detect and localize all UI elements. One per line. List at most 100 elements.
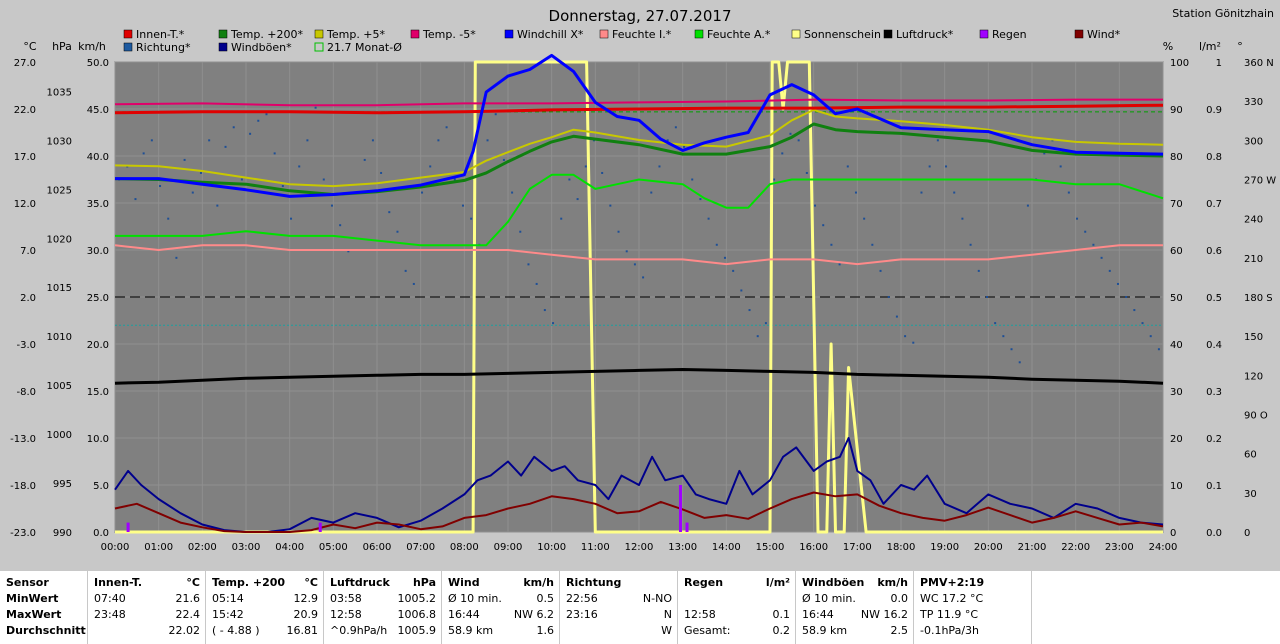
direction-point	[732, 269, 735, 272]
summary-cell: Richtung	[566, 576, 622, 589]
series-line-feuchte-a	[115, 173, 1164, 247]
summary-cell: 22:56	[566, 592, 598, 605]
y-tick-rain: 0.6	[1206, 246, 1222, 257]
summary-cell: 22.4	[175, 608, 201, 621]
summary-cell: 16:44	[448, 608, 480, 621]
legend-swatch	[314, 42, 324, 52]
direction-point	[1059, 165, 1062, 168]
y-tick-temp: 27.0	[14, 58, 36, 69]
x-tick-label: 16:00	[799, 542, 828, 553]
summary-header: PMV+2:19	[920, 575, 1026, 591]
summary-row: 07:40 21.6	[94, 591, 200, 607]
y-tick-direction: 270 W	[1244, 176, 1276, 187]
direction-point	[650, 191, 653, 194]
y-tick-rain: 0.5	[1206, 293, 1222, 304]
direction-point	[1076, 217, 1079, 220]
direction-point	[945, 165, 948, 168]
legend-label: Richtung*	[136, 41, 191, 54]
direction-point	[421, 191, 424, 194]
direction-point	[1010, 348, 1013, 351]
summary-cell: MinWert	[6, 592, 59, 605]
direction-point	[543, 309, 546, 312]
y-tick-humidity: 100	[1170, 58, 1189, 69]
summary-cell: Durchschnitt	[6, 624, 86, 637]
summary-row: W	[566, 623, 672, 639]
summary-cell: 05:14	[212, 592, 244, 605]
summary-cell: Ø 10 min.	[448, 592, 502, 605]
direction-point	[412, 282, 415, 285]
y-tick-humidity: 0	[1170, 528, 1176, 539]
series-line-wind	[114, 491, 1164, 533]
x-tick-label: 02:00	[188, 542, 217, 553]
direction-point	[388, 211, 391, 214]
summary-header: Windböen km/h	[802, 575, 908, 591]
summary-header: Innen-T. °C	[94, 575, 200, 591]
direction-point	[887, 296, 890, 298]
summary-column: Richtung 22:56 N-NO 23:16 N W	[560, 571, 678, 644]
y-tick-wind: 50.0	[87, 58, 109, 69]
direction-point	[552, 322, 555, 325]
direction-point	[633, 263, 636, 266]
legend-label: Temp. +5*	[326, 28, 386, 41]
summary-row: 58.9 km 1.6	[448, 623, 554, 639]
direction-point	[1125, 296, 1128, 298]
rain-bar	[126, 522, 130, 532]
y-tick-rain: 0.0	[1206, 528, 1222, 539]
summary-cell: W	[661, 624, 672, 637]
summary-row: ( - 4.88 ) 16.81	[212, 623, 318, 639]
y-tick-humidity: 20	[1170, 434, 1183, 445]
x-tick-label: 07:00	[406, 542, 435, 553]
axis-unit-left: °C	[23, 40, 37, 53]
summary-header: Regen l/m²	[684, 575, 790, 591]
y-tick-humidity: 70	[1170, 199, 1183, 210]
direction-point	[961, 217, 964, 220]
summary-cell: Wind	[448, 576, 480, 589]
direction-point	[715, 243, 718, 246]
direction-point	[1141, 322, 1144, 325]
direction-point	[281, 185, 284, 188]
direction-point	[642, 276, 645, 279]
direction-point	[625, 250, 628, 253]
direction-point	[822, 224, 825, 227]
summary-cell: 12:58	[684, 608, 716, 621]
x-tick-label: 19:00	[930, 542, 959, 553]
direction-point	[584, 165, 587, 168]
y-tick-pressure: 1015	[47, 283, 72, 294]
direction-point	[617, 230, 620, 233]
summary-cell: l/m²	[765, 576, 790, 589]
summary-header: Wind km/h	[448, 575, 554, 591]
y-tick-wind: 5.0	[93, 481, 109, 492]
y-tick-direction: 0	[1244, 528, 1250, 539]
direction-point	[985, 296, 988, 298]
direction-point	[519, 230, 522, 233]
direction-point	[1133, 309, 1136, 312]
legend-swatch	[123, 29, 133, 39]
direction-point	[404, 269, 407, 272]
y-tick-pressure: 990	[53, 528, 72, 539]
legend-label: Windchill X*	[517, 28, 584, 41]
summary-row: 58.9 km 2.5	[802, 623, 908, 639]
direction-point	[429, 165, 432, 168]
direction-point	[199, 171, 202, 174]
y-tick-direction: 120	[1244, 371, 1263, 382]
axis-unit-right: °	[1237, 40, 1243, 53]
legend-swatch	[410, 29, 420, 39]
y-tick-pressure: 1005	[47, 381, 72, 392]
summary-cell: Gesamt:	[684, 624, 731, 637]
summary-cell: NW 6.2	[513, 608, 554, 621]
summary-cell: NW 16.2	[860, 608, 908, 621]
y-tick-temp: 17.0	[14, 152, 36, 163]
summary-row: Ø 10 min. 0.0	[802, 591, 908, 607]
summary-cell: 58.9 km	[802, 624, 848, 637]
direction-point	[175, 256, 178, 259]
direction-point	[1149, 335, 1152, 338]
direction-point	[134, 198, 137, 201]
direction-point	[453, 178, 456, 181]
y-tick-rain: 0.1	[1206, 481, 1222, 492]
y-tick-humidity: 80	[1170, 152, 1183, 163]
direction-point	[265, 113, 268, 116]
y-tick-wind: 0.0	[93, 528, 109, 539]
direction-point	[363, 158, 366, 161]
direction-point	[249, 132, 252, 135]
y-tick-wind: 45.0	[87, 105, 109, 116]
